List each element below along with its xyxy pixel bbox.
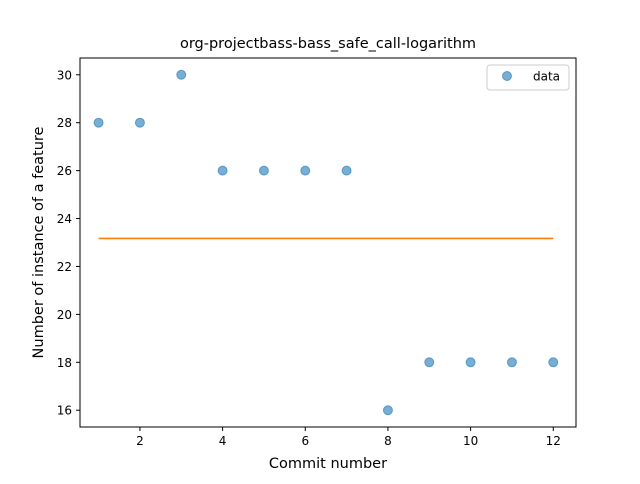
data-point <box>548 357 559 368</box>
x-tick-label: 6 <box>301 434 309 448</box>
legend-marker <box>502 71 512 81</box>
legend: data <box>486 64 570 91</box>
x-tick-label: 10 <box>463 434 478 448</box>
y-tick-label: 30 <box>57 68 72 82</box>
x-tick-label: 2 <box>136 434 144 448</box>
axes-frame <box>79 57 577 428</box>
x-tick-label: 4 <box>219 434 227 448</box>
x-tick-label: 8 <box>384 434 392 448</box>
data-point <box>424 357 435 368</box>
y-tick-label: 16 <box>57 404 72 418</box>
y-tick-label: 24 <box>57 212 72 226</box>
data-point <box>382 405 393 416</box>
data-point <box>217 165 228 176</box>
data-point <box>300 165 311 176</box>
plot-area <box>80 58 576 427</box>
chart-marks <box>93 69 559 416</box>
chart-title: org-projectbass-bass_safe_call-logarithm <box>180 36 476 52</box>
x-tick-label: 12 <box>546 434 561 448</box>
data-point <box>176 69 187 80</box>
y-tick-label: 20 <box>57 308 72 322</box>
data-point <box>258 165 269 176</box>
data-point <box>465 357 476 368</box>
y-tick-label: 22 <box>57 260 72 274</box>
legend-label: data <box>533 70 560 84</box>
data-point <box>93 117 104 128</box>
y-tick-label: 28 <box>57 116 72 130</box>
data-point <box>341 165 352 176</box>
y-tick-label: 18 <box>57 356 72 370</box>
data-point <box>134 117 145 128</box>
axes-background <box>80 58 576 427</box>
x-axis-label: Commit number <box>269 456 387 472</box>
data-point <box>506 357 517 368</box>
y-tick-label: 26 <box>57 164 72 178</box>
y-axis-label: Number of instance of a feature <box>31 126 47 358</box>
